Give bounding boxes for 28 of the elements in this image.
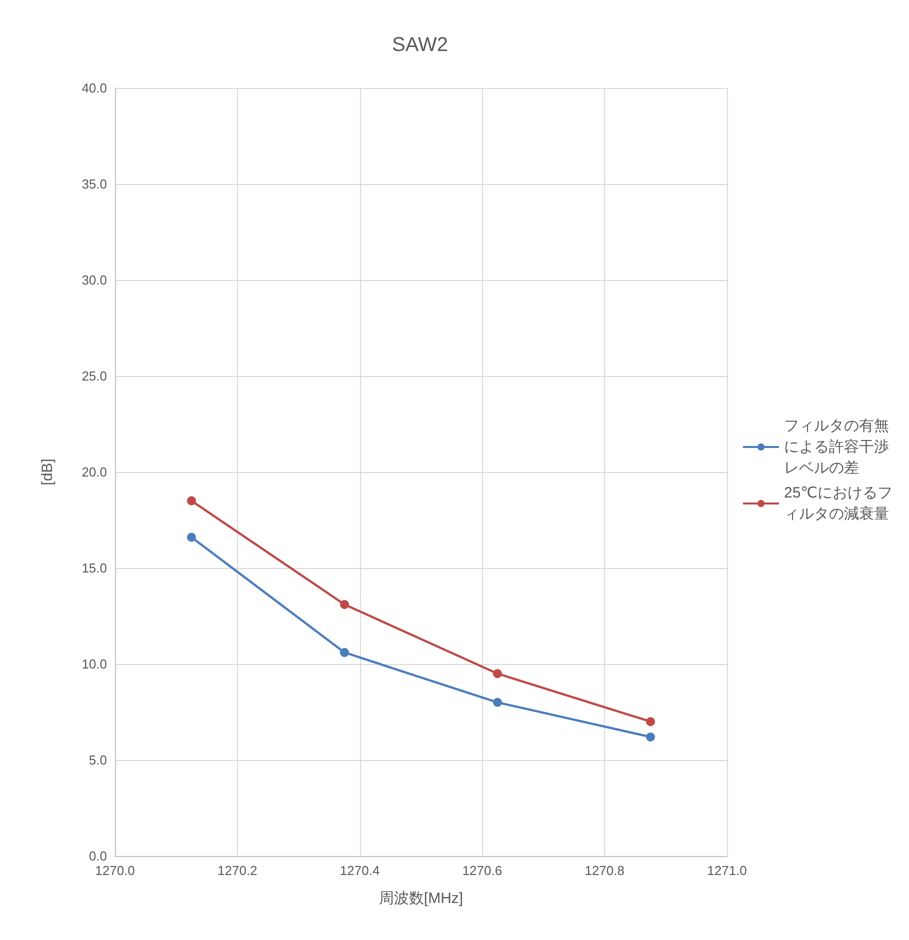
y-axis-title: [dB] — [39, 458, 56, 486]
point — [493, 698, 502, 707]
y-tick-label: 25.0 — [82, 368, 107, 384]
legend-label: 25℃におけるフィルタの減衰量 — [784, 484, 893, 522]
x-axis-title: 周波数[MHz] — [378, 890, 464, 907]
y-tick-label: 10.0 — [82, 656, 107, 672]
x-tick-label: 1270.6 — [462, 863, 502, 878]
y-tick-label: 0.0 — [88, 848, 107, 864]
y-tick-label: 20.0 — [82, 464, 107, 480]
point — [646, 717, 655, 726]
point — [493, 669, 502, 678]
point — [340, 648, 349, 657]
chart-title: SAW2 — [392, 34, 448, 56]
x-tick-label: 1270.8 — [584, 863, 624, 878]
y-tick-label: 35.0 — [82, 176, 107, 192]
point — [646, 732, 655, 742]
x-tick-label: 1270.0 — [95, 863, 135, 878]
point — [187, 532, 196, 542]
y-tick-label: 15.0 — [82, 560, 107, 576]
y-tick-label: 5.0 — [88, 752, 107, 768]
point — [187, 496, 196, 506]
x-tick-label: 1270.2 — [218, 863, 258, 878]
point — [340, 600, 349, 609]
x-tick-label: 1270.4 — [340, 863, 380, 878]
x-tick-label: 1271.0 — [707, 863, 747, 878]
y-tick-label: 30.0 — [82, 272, 107, 288]
y-tick-label: 40.0 — [82, 80, 107, 96]
legend-label: フィルタの有無による許容干渉レベルの差 — [784, 418, 889, 476]
